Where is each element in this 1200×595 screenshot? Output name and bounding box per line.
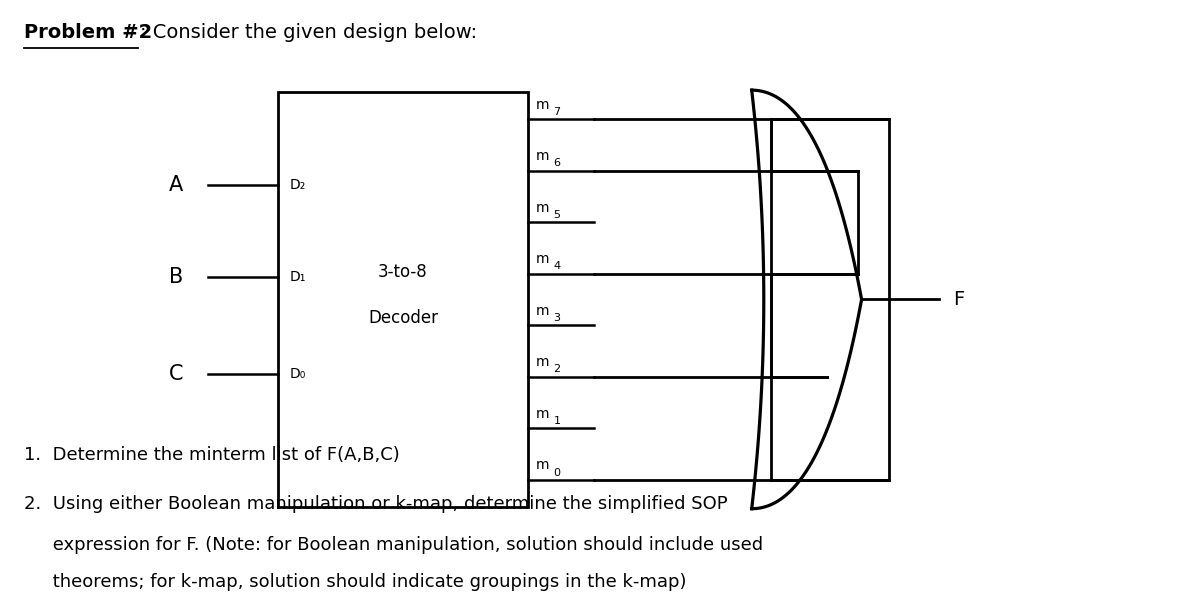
Text: 1.  Determine the minterm list of F(A,B,C): 1. Determine the minterm list of F(A,B,C… [24, 446, 400, 464]
Text: D₀: D₀ [289, 367, 306, 381]
Text: 3: 3 [553, 313, 560, 323]
Bar [277, 92, 528, 507]
Text: 4: 4 [553, 261, 560, 271]
Text: m: m [535, 149, 550, 163]
Text: 3-to-8: 3-to-8 [378, 264, 427, 281]
Text: B: B [169, 267, 184, 287]
Text: D₂: D₂ [289, 178, 306, 192]
Text: D₁: D₁ [289, 270, 306, 284]
Text: 7: 7 [553, 107, 560, 117]
Text: 5: 5 [553, 210, 560, 220]
Text: A: A [169, 176, 184, 195]
Text: Decoder: Decoder [368, 309, 438, 327]
Text: 6: 6 [553, 158, 560, 168]
Text: m: m [535, 303, 550, 318]
Text: m: m [535, 458, 550, 472]
Text: C: C [169, 364, 184, 384]
Text: 1: 1 [553, 416, 560, 426]
Text: 2.  Using either Boolean manipulation or k-map, determine the simplified SOP: 2. Using either Boolean manipulation or … [24, 495, 728, 513]
Text: 2: 2 [553, 365, 560, 374]
Text: expression for F. (Note: for Boolean manipulation, solution should include used: expression for F. (Note: for Boolean man… [24, 536, 763, 553]
Text: m: m [535, 98, 550, 111]
Text: Problem #2: Problem #2 [24, 23, 152, 42]
Text: 0: 0 [553, 468, 560, 478]
Text: m: m [535, 201, 550, 215]
Text: m: m [535, 407, 550, 421]
Text: theorems; for k-map, solution should indicate groupings in the k-map): theorems; for k-map, solution should ind… [24, 573, 686, 591]
Text: F: F [954, 290, 965, 309]
Text: : Consider the given design below:: : Consider the given design below: [140, 23, 478, 42]
Text: m: m [535, 252, 550, 266]
Text: m: m [535, 355, 550, 369]
